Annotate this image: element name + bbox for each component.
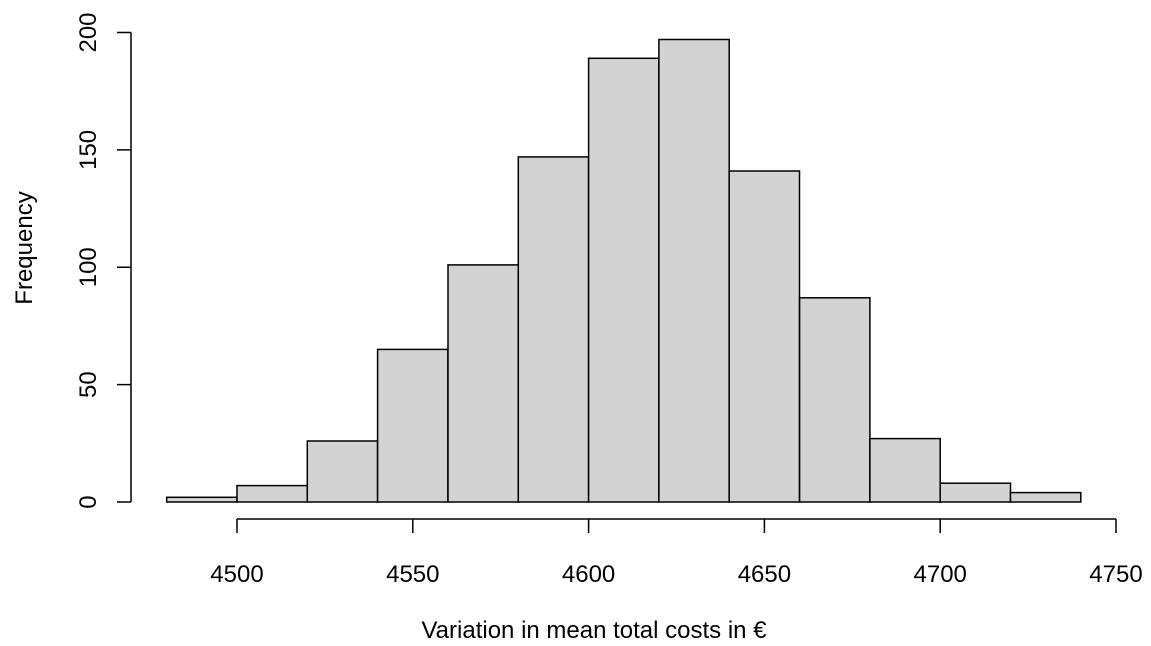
x-tick-label: 4700 (914, 561, 967, 588)
histogram-bar (165, 496, 238, 503)
x-tick-label: 4650 (738, 561, 791, 588)
histogram-bar (658, 38, 730, 503)
histogram-bar (376, 348, 449, 503)
histogram-bar (306, 440, 379, 503)
histogram-bar (798, 297, 871, 503)
histogram-bar (587, 57, 660, 503)
histogram-bar (236, 484, 309, 503)
histogram-bar (939, 482, 1012, 503)
histogram-bar (517, 156, 590, 503)
y-tick-label: 0 (75, 495, 102, 508)
y-tick-label: 100 (75, 247, 102, 287)
y-tick-label: 150 (75, 130, 102, 170)
x-tick-label: 4600 (562, 561, 615, 588)
histogram-bar (728, 170, 801, 503)
x-axis-label: Variation in mean total costs in € (421, 617, 767, 644)
histogram-bar (1009, 491, 1082, 503)
x-tick-label: 4500 (210, 561, 263, 588)
y-axis-label: Frequency (11, 191, 38, 304)
x-tick-label: 4550 (386, 561, 439, 588)
histogram-bar (869, 437, 941, 503)
histogram-bars (165, 38, 1082, 503)
y-axis: 0 50 100 150 200 (75, 12, 132, 509)
y-tick-label: 50 (75, 371, 102, 398)
histogram-bar (447, 264, 520, 503)
x-axis: 4500 4550 4600 4650 4700 4750 (210, 518, 1143, 588)
y-tick-label: 200 (75, 12, 102, 52)
x-tick-label: 4750 (1089, 561, 1142, 588)
